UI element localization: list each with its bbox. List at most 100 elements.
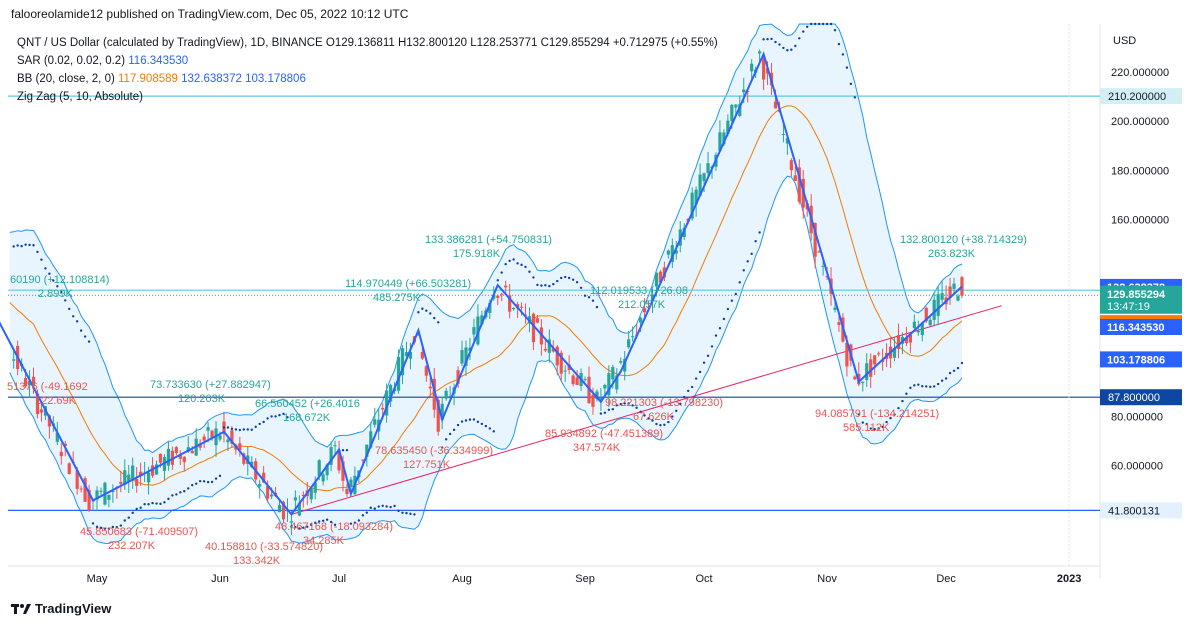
- sar-dot: [587, 296, 591, 299]
- sar-dot: [266, 417, 269, 420]
- sar-dot: [631, 404, 634, 407]
- sar-dot: [790, 48, 793, 51]
- sar-dot: [663, 423, 666, 426]
- candle-body: [761, 57, 766, 80]
- sar-dot: [175, 493, 178, 496]
- candle-body: [559, 352, 563, 374]
- sar-dot: [75, 320, 79, 323]
- candle-body: [603, 384, 607, 389]
- x-tick-label: 2023: [1057, 573, 1081, 585]
- candle-body: [726, 120, 730, 135]
- candle-body: [99, 490, 103, 492]
- sar-dot: [956, 366, 960, 370]
- sar-dot: [738, 281, 741, 284]
- candle-body: [456, 370, 460, 384]
- sar-dot: [869, 427, 872, 430]
- candle-body: [381, 407, 385, 410]
- sar-dot: [242, 428, 246, 431]
- candle-body: [321, 474, 325, 482]
- sar-value: 116.343530: [128, 55, 189, 67]
- candle-body: [563, 370, 567, 372]
- sar-dot: [218, 474, 222, 478]
- candle-body: [488, 302, 492, 313]
- sar-dot: [262, 420, 265, 424]
- sar-dot: [234, 428, 238, 431]
- legend-bb-row[interactable]: BB (20, close, 2, 0) 117.908589 132.6383…: [17, 70, 718, 88]
- candle-body: [853, 376, 857, 380]
- legend-zigzag-row[interactable]: Zig Zag (5, 10, Absolute): [17, 88, 718, 106]
- sar-dot: [381, 504, 384, 508]
- sar-dot: [782, 46, 785, 50]
- sar-dot: [583, 294, 587, 297]
- candle-body: [35, 393, 40, 415]
- zigzag-label: 73.733630 (+27.882947): [150, 379, 271, 391]
- candle-body: [210, 430, 214, 439]
- sar-dot: [32, 244, 35, 247]
- sar-dot: [829, 22, 833, 26]
- candle-body: [932, 299, 936, 320]
- sar-dot: [194, 482, 198, 485]
- sar-dot: [480, 422, 484, 426]
- sar-dot: [825, 22, 829, 26]
- zigzag-volume-label: 120.203K: [178, 393, 226, 405]
- candle-body: [444, 390, 448, 399]
- candle-body: [631, 336, 635, 338]
- sar-dot: [702, 361, 706, 364]
- sar-dot: [286, 416, 289, 419]
- candle-body: [170, 450, 174, 465]
- zigzag-volume-label: 347.574K: [573, 442, 621, 454]
- sar-dot: [397, 509, 400, 513]
- candle-body: [400, 348, 405, 376]
- sar-dot: [238, 428, 242, 432]
- candle-body: [436, 399, 440, 432]
- sar-dot: [762, 38, 765, 41]
- y-tick-label: 80.000000: [1111, 411, 1163, 423]
- candle-body: [722, 132, 726, 145]
- tradingview-footer[interactable]: TradingView: [11, 601, 111, 616]
- candle-body: [258, 484, 262, 487]
- sar-dot: [552, 282, 555, 286]
- sar-dot: [421, 307, 424, 310]
- zigzag-volume-label: 34.285K: [303, 535, 345, 547]
- candle-body: [813, 222, 817, 257]
- candle-body: [23, 378, 28, 387]
- sar-dot: [496, 279, 499, 282]
- zigzag-volume-label: 212.057K: [618, 299, 666, 311]
- sar-dot: [83, 335, 87, 338]
- candle-body: [896, 335, 901, 349]
- price-tag: 103.178806: [1107, 354, 1165, 366]
- y-tick-label: 200.000000: [1111, 116, 1169, 128]
- candle-body: [154, 464, 159, 475]
- sar-dot: [357, 519, 361, 522]
- sar-dot: [802, 30, 805, 33]
- legend-sar-row[interactable]: SAR (0.02, 0.02, 0.2) 116.343530: [17, 52, 718, 70]
- candle-body: [230, 430, 234, 444]
- candle-body: [27, 380, 32, 386]
- candle-body: [281, 501, 286, 520]
- price-tag: 129.855294: [1107, 289, 1166, 301]
- sar-dot: [667, 420, 670, 424]
- horizontal-line-tag: 87.800000: [1108, 392, 1160, 404]
- legend-symbol-row[interactable]: QNT / US Dollar (calculated by TradingVi…: [17, 34, 718, 52]
- sar-dot: [686, 389, 690, 393]
- sar-dot: [405, 511, 408, 515]
- candle-body: [111, 490, 115, 492]
- zigzag-label: 85.934892 (-47.451389): [545, 428, 663, 440]
- sar-dot: [837, 42, 841, 46]
- sar-dot: [147, 503, 150, 506]
- sar-dot: [853, 96, 857, 99]
- sar-dot: [333, 523, 337, 527]
- zigzag-volume-label: 133.342K: [233, 555, 281, 567]
- sar-dot: [936, 382, 940, 386]
- candle-body: [869, 359, 873, 377]
- candle-body: [63, 443, 67, 447]
- candle-body: [698, 174, 702, 196]
- x-tick-label: Jul: [332, 573, 346, 585]
- sar-dot: [409, 512, 412, 516]
- bollinger-band-fill: [9, 24, 962, 544]
- candle-body: [365, 444, 369, 457]
- sar-dot: [159, 502, 162, 506]
- sar-dot: [270, 415, 273, 418]
- candle-body: [543, 348, 547, 351]
